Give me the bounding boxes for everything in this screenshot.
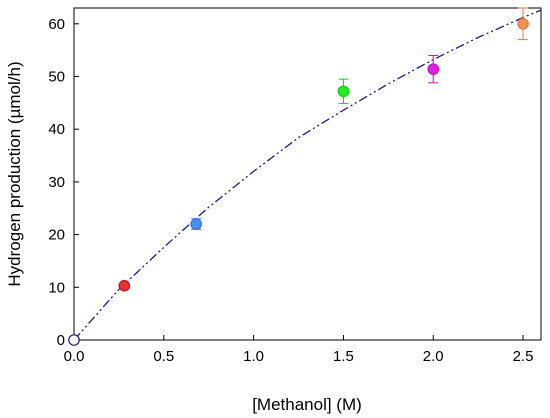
data-point-5 bbox=[517, 18, 529, 30]
x-axis-label: [Methanol] (M) bbox=[252, 395, 362, 414]
fit-curve-group bbox=[73, 9, 542, 341]
x-tick-label: 1.0 bbox=[243, 348, 264, 365]
data-point-4 bbox=[427, 63, 440, 75]
x-tick-label: 0.0 bbox=[64, 348, 85, 365]
y-tick-label: 20 bbox=[48, 227, 65, 244]
y-tick-label: 60 bbox=[48, 16, 65, 33]
data-points bbox=[68, 7, 529, 346]
x-tick-label: 1.5 bbox=[333, 348, 354, 365]
y-tick-label: 40 bbox=[48, 121, 65, 138]
x-tick-label: 2.5 bbox=[513, 348, 534, 365]
y-tick-label: 50 bbox=[48, 69, 65, 86]
data-point-2 bbox=[190, 218, 202, 230]
axis-ticks: 0.0 0.5 1.0 1.5 2.0 2.5 0 10 20 30 40 50 60 bbox=[48, 16, 533, 365]
plot-frame bbox=[73, 7, 542, 341]
data-point-3 bbox=[337, 85, 350, 98]
data-point-1 bbox=[118, 279, 131, 292]
fit-curve bbox=[73, 9, 542, 341]
x-tick-label: 2.0 bbox=[423, 348, 444, 365]
y-tick-label: 30 bbox=[48, 174, 65, 191]
y-tick-label: 10 bbox=[48, 279, 65, 296]
y-tick-label: 0 bbox=[57, 332, 65, 349]
data-point-0 bbox=[68, 334, 80, 346]
y-axis-label: Hydrogen production (µmol/h) bbox=[5, 61, 24, 286]
x-tick-label: 0.5 bbox=[153, 348, 174, 365]
